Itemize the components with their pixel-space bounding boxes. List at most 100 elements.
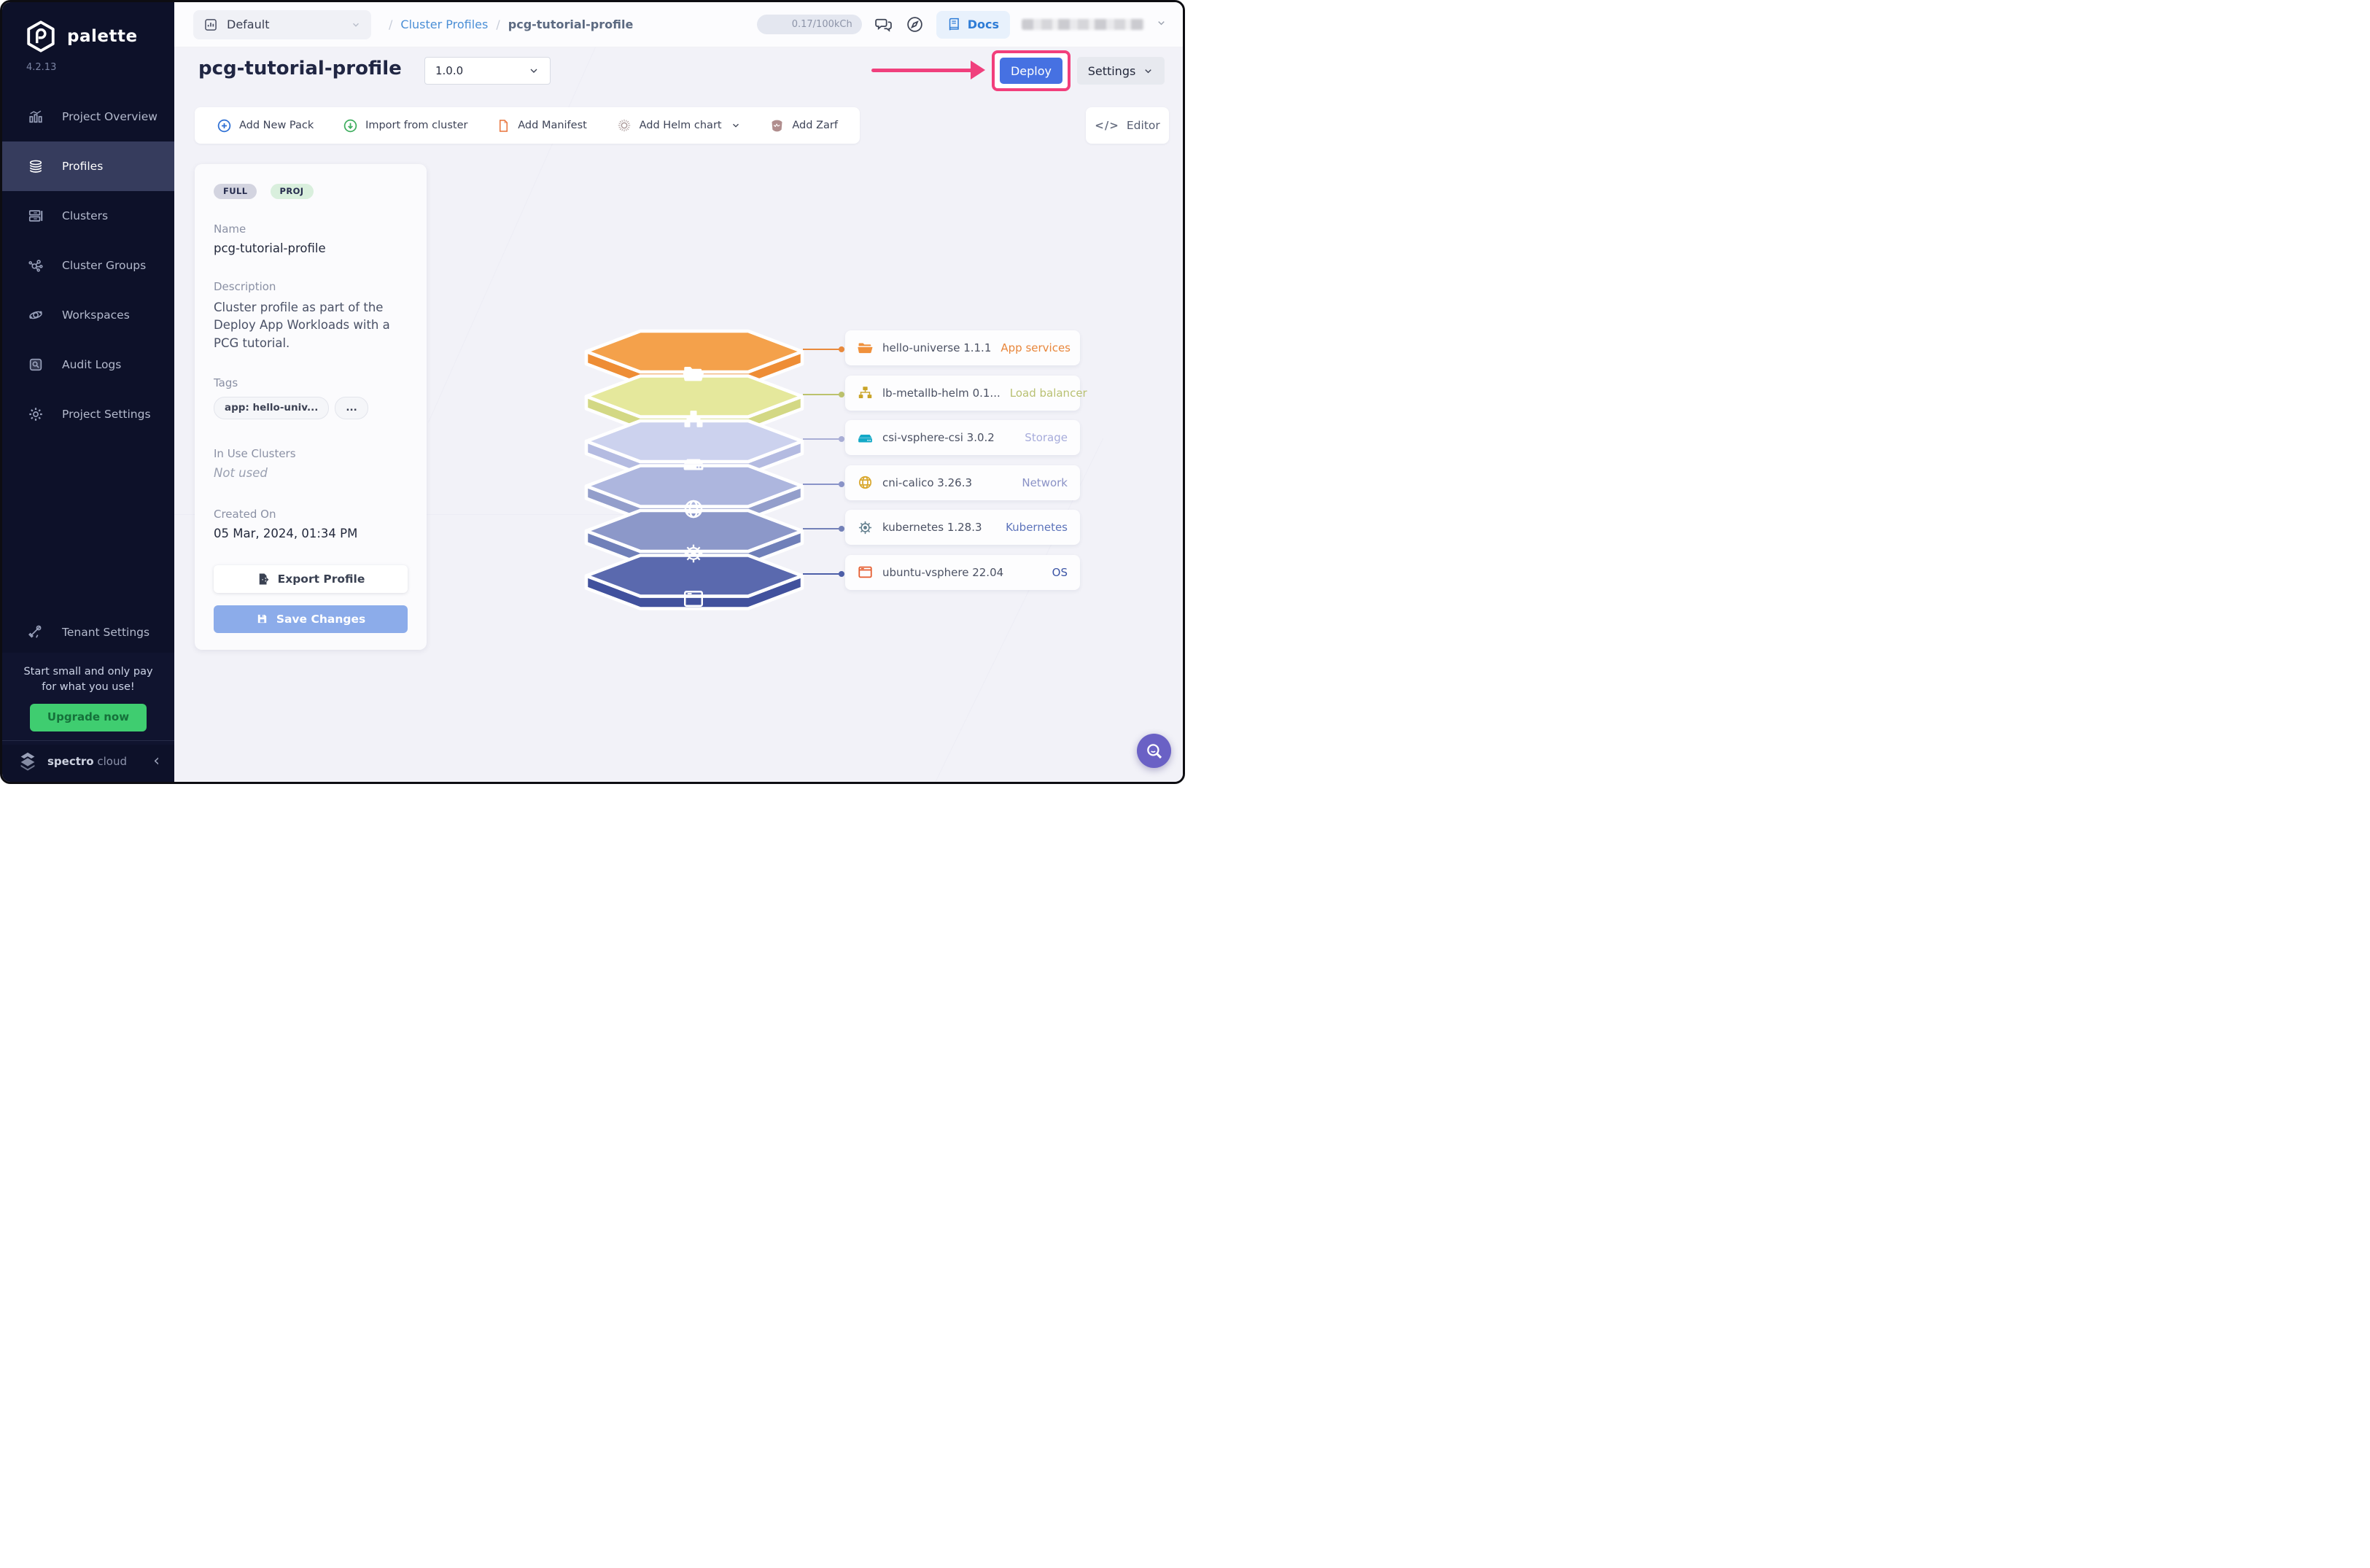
description-label: Description: [214, 279, 276, 293]
sidebar-item-project-overview[interactable]: Project Overview: [2, 92, 174, 141]
search-help-fab[interactable]: [1137, 734, 1171, 768]
sitemap-icon: [683, 408, 704, 430]
pack-category: OS: [1052, 565, 1068, 579]
sidebar-footer: spectro cloud ‹: [2, 740, 174, 782]
brand-name: palette: [67, 27, 138, 46]
folder-icon: [858, 341, 873, 356]
globe-icon: [858, 475, 873, 490]
add-helm-chart-button[interactable]: Add Helm chart: [616, 117, 741, 133]
sidebar-item-audit-logs[interactable]: Audit Logs: [2, 340, 174, 389]
pack-toolbar: Add New Pack Import from cluster Add Man…: [195, 107, 860, 144]
editor-button[interactable]: </> Editor: [1086, 107, 1169, 144]
user-menu-chevron-icon[interactable]: [1156, 18, 1167, 31]
tags-row: app: hello-univ... ...: [214, 396, 408, 419]
chevron-down-icon: [1143, 66, 1154, 77]
pack-row[interactable]: cni-calico 3.26.3 Network: [845, 465, 1080, 500]
footer-brand: spectro cloud: [47, 755, 127, 768]
docs-label: Docs: [967, 18, 999, 31]
pack-row[interactable]: ubuntu-vsphere 22.04 OS: [845, 554, 1080, 590]
chevron-down-icon: [731, 120, 741, 131]
add-zarf-button[interactable]: Add Zarf: [769, 118, 838, 133]
pack-category: Load balancer: [1009, 386, 1087, 400]
zarf-icon: [772, 120, 782, 131]
add-manifest-button[interactable]: Add Manifest: [497, 119, 587, 133]
project-selector[interactable]: Default: [193, 9, 371, 39]
sidebar-nav: Project Overview Profiles Clusters Clust…: [2, 92, 174, 439]
pack-row[interactable]: hello-universe 1.1.1 App services: [845, 330, 1080, 365]
user-name-redacted[interactable]: [1022, 19, 1144, 30]
layer-connector-line: [803, 346, 844, 352]
created-on-value: 05 Mar, 2024, 01:34 PM: [214, 526, 358, 540]
docs-button[interactable]: Docs: [936, 10, 1010, 39]
sidebar-item-profiles[interactable]: Profiles: [2, 141, 174, 191]
main-content: pcg-tutorial-profile 1.0.0 Deploy Settin…: [174, 47, 1183, 782]
pack-name: cni-calico 3.26.3: [882, 476, 973, 489]
server-icon: [27, 207, 44, 225]
breadcrumb-link-cluster-profiles[interactable]: Cluster Profiles: [400, 18, 489, 31]
drive-icon: [683, 453, 704, 475]
pack-row[interactable]: kubernetes 1.28.3 Kubernetes: [845, 510, 1080, 545]
pack-name: hello-universe 1.1.1: [882, 341, 992, 354]
code-icon: </>: [1095, 119, 1119, 132]
connector-dot: [839, 481, 844, 487]
connector-dot: [839, 346, 844, 352]
orbit-icon: [27, 306, 44, 324]
in-use-clusters-value: Not used: [214, 465, 268, 480]
tag-more-pill[interactable]: ...: [335, 396, 368, 419]
network-nodes-icon: [27, 257, 44, 274]
drive-icon: [858, 430, 873, 446]
upgrade-now-button[interactable]: Upgrade now: [29, 704, 147, 731]
sidebar-item-clusters[interactable]: Clusters: [2, 191, 174, 241]
in-use-clusters-label: In Use Clusters: [214, 446, 296, 460]
profile-version-value: 1.0.0: [435, 64, 464, 77]
scope-badge-full: FULL: [214, 183, 257, 199]
add-new-pack-button[interactable]: Add New Pack: [217, 118, 314, 133]
profile-info-card: FULL PROJ Name pcg-tutorial-profile Desc…: [195, 164, 427, 650]
promo-line-2: for what you use!: [42, 681, 135, 694]
scope-badge-proj: PROJ: [270, 183, 314, 199]
sidebar: palette 4.2.13 Project Overview Profiles: [2, 2, 174, 782]
sidebar-item-workspaces[interactable]: Workspaces: [2, 290, 174, 340]
tag-pill[interactable]: app: hello-univ...: [214, 396, 330, 419]
name-label: Name: [214, 222, 246, 236]
editor-label: Editor: [1126, 119, 1160, 132]
app-window: palette 4.2.13 Project Overview Profiles: [0, 0, 1185, 784]
pack-row[interactable]: lb-metallb-helm 0.1... Load balancer: [845, 375, 1087, 411]
sidebar-collapse-chevron[interactable]: ‹: [153, 752, 160, 770]
sidebar-item-project-settings[interactable]: Project Settings: [2, 389, 174, 439]
annotation-arrow: [871, 69, 975, 72]
save-changes-label: Save Changes: [276, 612, 366, 626]
connector-dot: [839, 570, 844, 577]
manifest-file-icon: [500, 119, 508, 132]
helm-chart-icon: [618, 119, 630, 132]
import-from-cluster-label: Import from cluster: [365, 120, 468, 131]
chat-icon[interactable]: [874, 15, 893, 34]
import-from-cluster-button[interactable]: Import from cluster: [343, 118, 467, 133]
sidebar-item-tenant-settings[interactable]: Tenant Settings: [2, 612, 174, 653]
app-version: 4.2.13: [26, 62, 57, 73]
search-icon: [1146, 743, 1162, 758]
deploy-button[interactable]: Deploy: [1000, 58, 1062, 84]
add-helm-chart-label: Add Helm chart: [639, 120, 722, 131]
compass-icon[interactable]: [905, 15, 925, 34]
pack-name: csi-vsphere-csi 3.0.2: [882, 431, 995, 444]
pack-row[interactable]: csi-vsphere-csi 3.0.2 Storage: [845, 420, 1080, 455]
export-profile-button[interactable]: Export Profile: [214, 564, 408, 593]
sidebar-item-label: Project Overview: [62, 110, 158, 123]
audit-search-icon: [27, 356, 44, 373]
scope-badges: FULL PROJ: [214, 183, 408, 199]
layer-connector-line: [803, 526, 844, 532]
connector-dot: [839, 526, 844, 532]
brand-bold: spectro: [47, 755, 94, 768]
gear-icon: [27, 405, 44, 423]
profile-version-select[interactable]: 1.0.0: [424, 57, 551, 85]
breadcrumb-separator: /: [496, 18, 500, 31]
chevron-down-icon: [351, 20, 361, 30]
settings-button[interactable]: Settings: [1077, 57, 1165, 85]
sidebar-item-cluster-groups[interactable]: Cluster Groups: [2, 241, 174, 290]
window-icon: [683, 588, 704, 610]
sidebar-item-label: Clusters: [62, 209, 109, 222]
save-changes-button[interactable]: Save Changes: [214, 605, 408, 633]
sidebar-item-label: Project Settings: [62, 408, 151, 421]
background-pattern-line: [428, 47, 607, 423]
